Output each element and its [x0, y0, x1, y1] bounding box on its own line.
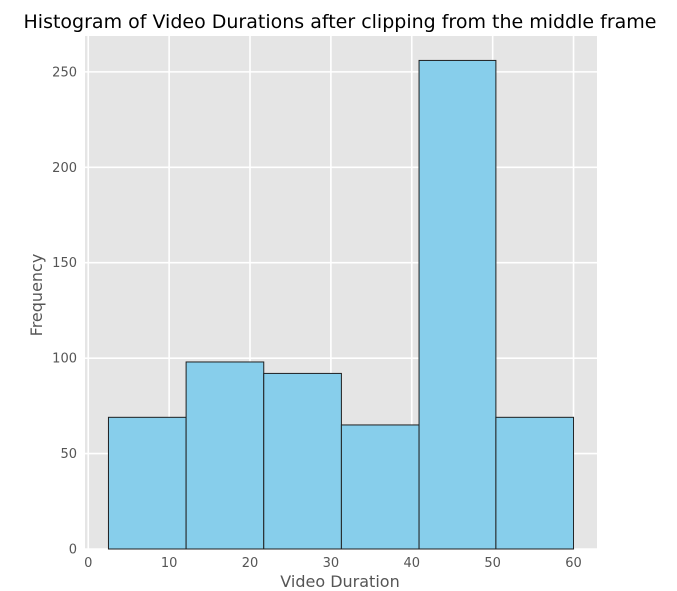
x-tick-label: 30 — [323, 556, 340, 571]
chart-title: Histogram of Video Durations after clipp… — [24, 11, 657, 33]
tick-labels: 0 10 20 30 40 50 60 0 50 100 150 200 250 — [52, 65, 582, 571]
bars — [107, 59, 575, 550]
histogram-bar — [185, 361, 265, 550]
x-tick-label: 0 — [84, 556, 92, 571]
x-tick-label: 40 — [404, 556, 421, 571]
histogram-bar — [418, 59, 497, 550]
x-tick-label: 20 — [242, 556, 259, 571]
histogram-bar — [495, 416, 575, 550]
histogram-bar — [263, 372, 342, 550]
x-axis-label: Video Duration — [280, 572, 399, 591]
y-axis-label: Frequency — [27, 254, 46, 337]
y-tick-label: 0 — [69, 543, 77, 558]
histogram-bar — [107, 416, 187, 550]
x-tick-label: 50 — [484, 556, 501, 571]
y-tick-label: 200 — [52, 161, 77, 176]
x-tick-label: 10 — [161, 556, 178, 571]
y-tick-label: 250 — [52, 65, 77, 80]
y-tick-label: 50 — [60, 447, 77, 462]
y-tick-label: 150 — [52, 256, 77, 271]
x-tick-label: 60 — [565, 556, 582, 571]
y-tick-label: 100 — [52, 352, 77, 367]
histogram-bar — [340, 424, 420, 550]
